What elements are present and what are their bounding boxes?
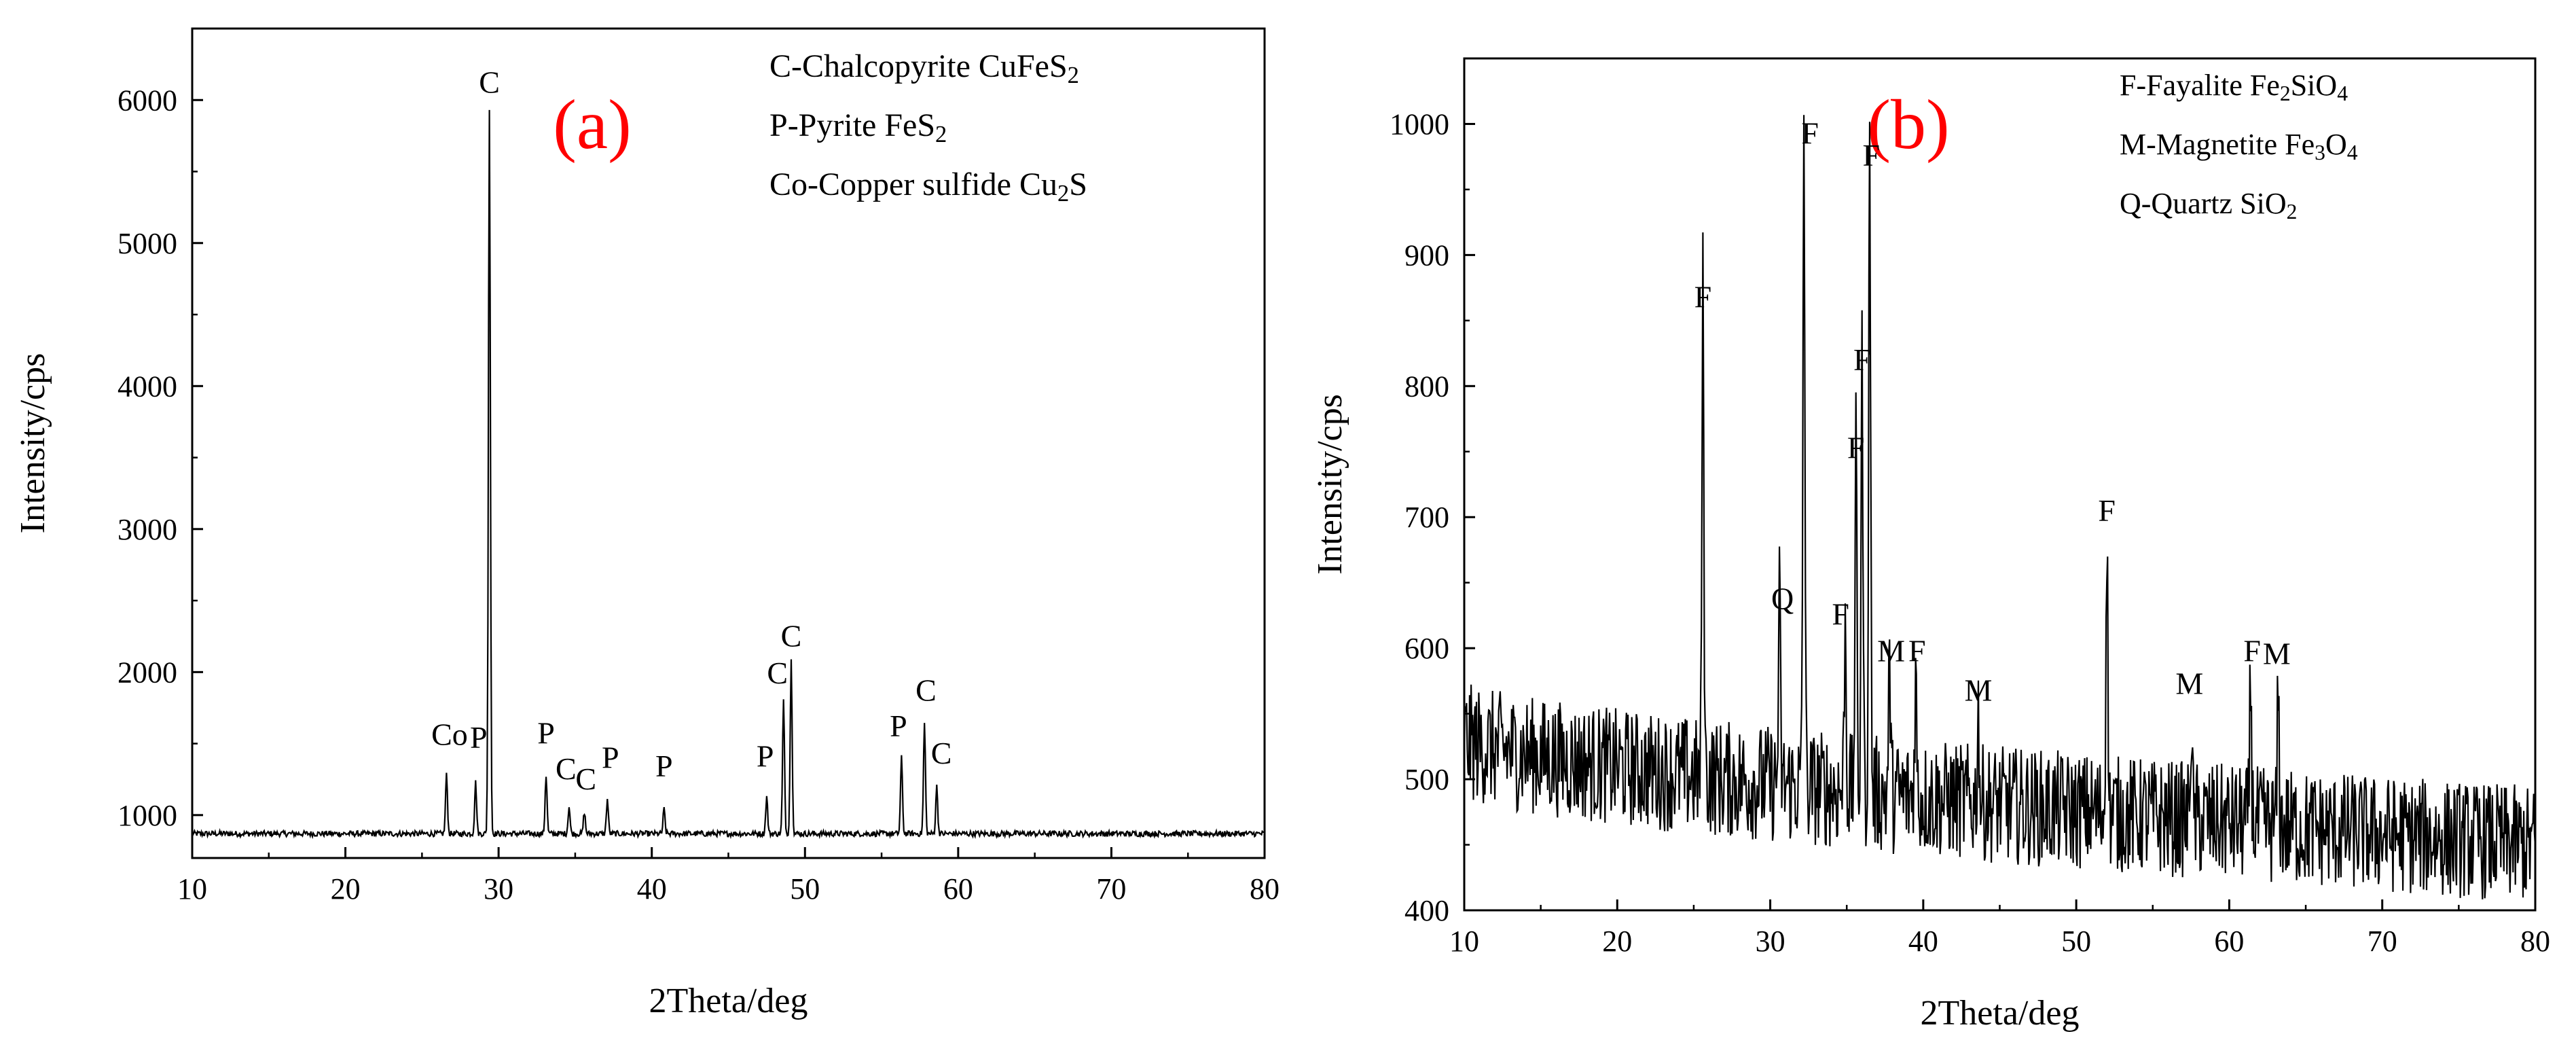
- panel-a: 10 20 30 40 50 60 70 80 1000 2000 3000 4000 5000 6000…: [14, 27, 1280, 1020]
- peak-label: Co: [431, 717, 468, 752]
- y-axis-title: Intensity/cps: [14, 353, 52, 534]
- peak-label: F: [1694, 280, 1712, 315]
- peak-label: C: [781, 618, 802, 653]
- peak-label: F: [2243, 633, 2261, 668]
- x-axis-title: 2Theta/deg: [649, 982, 808, 1020]
- y-tick-label: 1000: [1390, 107, 1449, 141]
- peak-label: F: [1801, 115, 1819, 150]
- y-tick-label: 1000: [117, 799, 177, 832]
- y-tick-label: 800: [1404, 370, 1449, 403]
- peak-label: F: [1862, 138, 1880, 173]
- peak-label: C: [767, 656, 788, 690]
- peak-label: C: [915, 673, 937, 707]
- y-tick-label: 700: [1404, 501, 1449, 534]
- spectrum-line: [1463, 115, 2537, 899]
- panel-label: (b): [1867, 86, 1949, 164]
- x-tick-label: 50: [790, 872, 820, 906]
- x-tick-label: 20: [331, 872, 361, 906]
- x-tick-label: 40: [637, 872, 667, 906]
- x-tick-label: 70: [2368, 925, 2397, 958]
- x-axis-title: 2Theta/deg: [1921, 994, 2080, 1033]
- y-tick-label: 3000: [117, 513, 177, 546]
- peak-label: F: [1853, 342, 1871, 377]
- y-tick-label: 500: [1404, 763, 1449, 796]
- peak-label: M: [2263, 636, 2291, 670]
- peak-label: F: [1847, 430, 1865, 465]
- legend-entry: Co-Copper sulfide Cu2S: [769, 166, 1087, 207]
- y-tick-label: 5000: [117, 227, 177, 260]
- panel-label: (a): [553, 86, 631, 164]
- legend-entry: P-Pyrite FeS2: [769, 107, 947, 147]
- x-tick-label: 70: [1096, 872, 1126, 906]
- peak-label: P: [470, 720, 488, 755]
- x-tick-label: 30: [484, 872, 513, 906]
- peak-label: C: [931, 736, 952, 770]
- x-tick-label: 50: [2061, 925, 2091, 958]
- y-tick-label: 400: [1404, 894, 1449, 927]
- y-tick-label: 900: [1404, 238, 1449, 272]
- peak-label: P: [890, 709, 907, 743]
- x-tick-label: 10: [1449, 925, 1479, 958]
- legend-entry: F-Fayalite Fe2SiO4: [2120, 69, 2348, 105]
- x-tick-label: 30: [1756, 925, 1785, 958]
- x-tick-label: 60: [943, 872, 973, 906]
- peak-label: Q: [1771, 581, 1794, 615]
- y-tick-label: 2000: [117, 656, 177, 689]
- y-tick-label: 6000: [117, 84, 177, 117]
- y-tick-label: 600: [1404, 632, 1449, 665]
- x-tick-label: 20: [1602, 925, 1632, 958]
- peak-label: C: [479, 65, 500, 100]
- peak-label: F: [2098, 493, 2116, 528]
- peak-label: P: [602, 740, 619, 774]
- peak-label: F: [1832, 596, 1849, 631]
- x-tick-label: 80: [1250, 872, 1280, 906]
- spectrum-line: [191, 109, 1265, 840]
- y-tick-label: 4000: [117, 370, 177, 403]
- peak-label: P: [757, 738, 774, 773]
- panel-b: 10 20 30 40 50 60 70 80 400 500 600 700 800 900 1000 2T…: [1311, 57, 2550, 1033]
- x-tick-label: 60: [2214, 925, 2244, 958]
- x-tick-label: 80: [2520, 925, 2550, 958]
- legend-entry: M-Magnetite Fe3O4: [2120, 128, 2358, 164]
- y-axis-title: Intensity/cps: [1311, 394, 1349, 575]
- legend-entry: Q-Quartz SiO2: [2120, 187, 2297, 223]
- x-tick-label: 10: [177, 872, 207, 906]
- peak-label: P: [655, 749, 673, 783]
- peak-label: M: [1877, 633, 1905, 668]
- peak-label: C: [575, 762, 596, 796]
- peak-label: M: [2175, 666, 2203, 701]
- plot-frame: [191, 27, 1266, 859]
- x-tick-label: 40: [1908, 925, 1938, 958]
- peak-label: F: [1908, 633, 1926, 668]
- peak-label: P: [537, 716, 555, 751]
- peak-label: C: [556, 751, 577, 786]
- legend-entry: C-Chalcopyrite CuFeS2: [769, 48, 1079, 88]
- peak-label: M: [1965, 673, 1993, 707]
